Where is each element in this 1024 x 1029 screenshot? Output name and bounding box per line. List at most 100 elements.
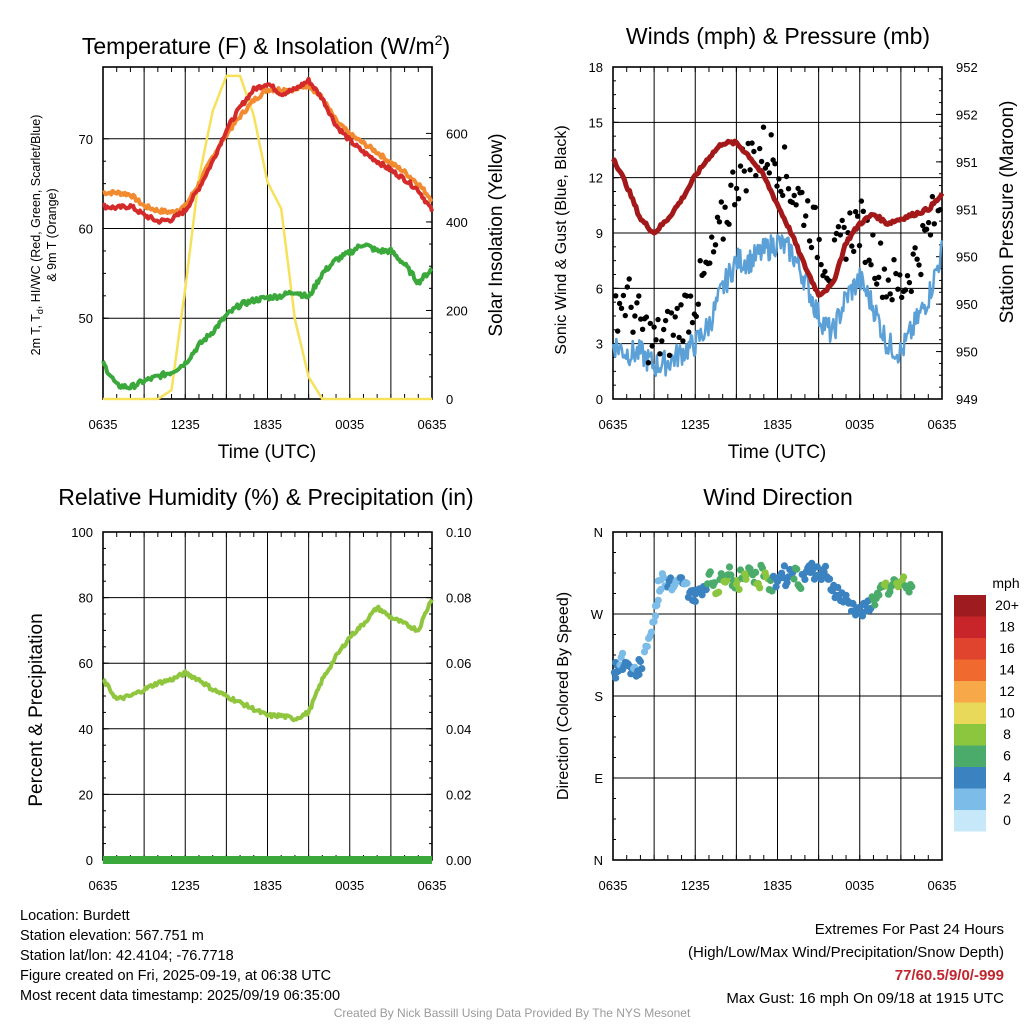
colorbar-swatch <box>954 659 986 681</box>
gust-point <box>659 338 665 344</box>
gust-point <box>774 183 780 189</box>
temp-9m-line <box>102 81 434 215</box>
colorbar-swatch <box>954 638 986 660</box>
direction-title: Wind Direction <box>703 484 853 510</box>
gust-point <box>655 316 661 323</box>
winds-ytick-label-right: 950 <box>956 297 978 312</box>
gust-point <box>697 258 703 264</box>
direction-ytick-label: N <box>594 853 603 868</box>
winds-ytick-label: 0 <box>596 392 603 407</box>
direction-point <box>660 574 668 582</box>
gust-point <box>628 304 634 310</box>
gust-point <box>876 274 882 280</box>
temperature-ylabel-left: 2m T, Td, HI/WC (Red, Green, Scarlet/Blu… <box>29 115 45 356</box>
gust-point <box>929 193 936 200</box>
humidity-xtick-label: 1835 <box>253 878 282 893</box>
gust-point <box>783 173 790 180</box>
gust-point <box>902 287 909 293</box>
winds-ytick-label-right: 950 <box>956 345 978 360</box>
figure-created: Figure created on Fri, 2025-09-19, at 06… <box>20 968 332 984</box>
gust-point <box>674 305 680 312</box>
temperature-title: Temperature (F) & Insolation (W/m2) <box>82 32 450 59</box>
temperature-ytick-label: 60 <box>79 222 93 237</box>
humidity-ytick-label: 20 <box>79 787 93 802</box>
direction-ytick-label: N <box>594 525 603 540</box>
direction-point <box>779 574 787 582</box>
humidity-ytick-label: 40 <box>79 722 93 737</box>
gust-point <box>645 360 652 366</box>
gust-point <box>778 188 784 195</box>
gust-point <box>726 221 732 227</box>
direction-point <box>875 591 883 599</box>
winds-ytick-label-right: 949 <box>956 392 978 407</box>
dewpoint-line <box>101 242 434 391</box>
gust-point <box>678 302 684 308</box>
direction-point <box>790 575 798 583</box>
gust-point <box>906 279 913 286</box>
colorbar-swatch <box>954 702 986 724</box>
direction-point <box>638 665 646 673</box>
direction-point <box>780 562 789 570</box>
gust-point <box>851 248 857 255</box>
direction-point <box>702 586 710 594</box>
direction-point <box>651 612 660 620</box>
direction-point <box>793 565 801 573</box>
gust-point <box>670 332 676 338</box>
gust-point <box>887 291 893 297</box>
rh-line <box>102 598 434 723</box>
gust-point <box>841 224 847 231</box>
gust-point <box>860 208 866 214</box>
humidity-ytick-label-right: 0.06 <box>446 656 471 671</box>
gust-point <box>653 337 659 343</box>
winds-ylabel-left: Sonic Wind & Gust (Blue, Black) <box>553 125 570 354</box>
colorbar-label: 2 <box>1003 791 1011 807</box>
gust-point <box>657 351 663 357</box>
gust-point <box>780 192 786 199</box>
colorbar-label: 14 <box>999 662 1015 678</box>
gust-point <box>839 217 845 224</box>
direction-point <box>698 591 706 599</box>
gust-point <box>632 313 638 319</box>
gust-point <box>714 214 721 220</box>
gust-point <box>870 232 876 238</box>
direction-point <box>725 563 734 571</box>
gust-point <box>768 132 774 138</box>
colorbar-label: 18 <box>999 619 1015 635</box>
direction-xtick-label: 1235 <box>681 878 710 893</box>
direction-ytick-label: W <box>591 607 604 622</box>
gust-point <box>620 292 627 299</box>
gust-point <box>772 161 778 167</box>
winds-ylabel-right: Station Pressure (Maroon) <box>997 101 1018 324</box>
direction-point <box>834 583 842 592</box>
direction-xtick-label: 0635 <box>928 878 957 893</box>
gust-point <box>751 148 757 155</box>
colorbar-label: 8 <box>1003 726 1011 742</box>
gust-point <box>758 158 765 165</box>
direction-ytick-label: S <box>594 689 603 704</box>
winds-xlabel: Time (UTC) <box>728 442 827 463</box>
humidity-ytick-label: 60 <box>79 656 93 671</box>
temperature-xtick-label: 1235 <box>171 417 200 432</box>
gust-point <box>897 272 903 278</box>
winds-ytick-label-right: 950 <box>956 250 978 265</box>
gust-point <box>661 326 667 333</box>
temperature-ytick-label-right: 400 <box>446 215 468 230</box>
direction-point <box>752 568 760 577</box>
winds-ytick-label: 9 <box>596 226 603 241</box>
wind-line <box>611 233 944 377</box>
winds-ytick-label: 18 <box>589 60 603 75</box>
direction-point <box>817 575 826 584</box>
gust-point <box>854 213 861 219</box>
gust-point <box>856 242 863 249</box>
humidity-xtick-label: 0035 <box>335 878 364 893</box>
humidity-ytick-label: 80 <box>79 591 93 606</box>
gust-point <box>757 145 763 152</box>
temperature-xtick-label: 1835 <box>253 417 282 432</box>
gust-point <box>814 254 820 261</box>
humidity-xtick-label: 1235 <box>171 878 200 893</box>
direction-point <box>667 574 675 582</box>
gust-point <box>776 176 782 182</box>
humidity-ytick-label: 0 <box>86 853 93 868</box>
gust-point <box>720 236 726 242</box>
